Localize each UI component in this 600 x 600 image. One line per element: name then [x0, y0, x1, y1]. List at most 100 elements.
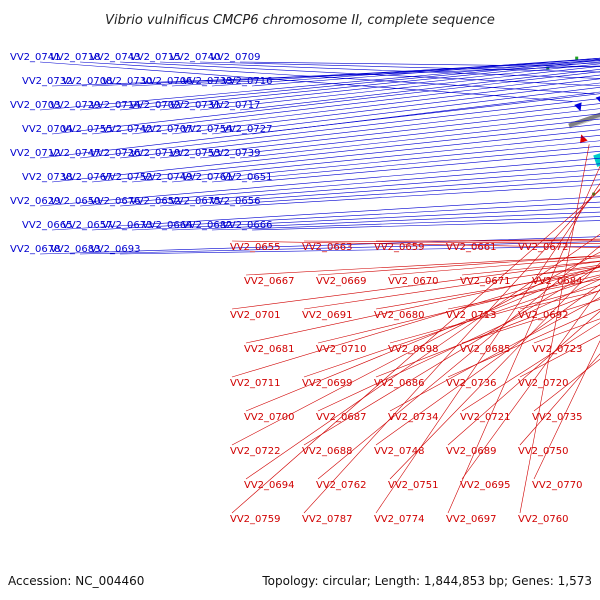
label-leader-line [533, 340, 600, 480]
forward-gene-label: VV2_0673 [102, 220, 153, 231]
label-leader-line [245, 265, 600, 412]
reverse-gene-label: VV2_0688 [302, 446, 353, 457]
label-leader-line [389, 285, 600, 344]
reverse-gene-label: VV2_0669 [316, 276, 367, 287]
reverse-gene-label: VV2_0734 [388, 412, 439, 423]
label-leader-line [119, 103, 600, 159]
forward-gene-label: VV2_0666 [222, 220, 273, 231]
reverse-gene-label: VV2_0694 [244, 480, 295, 491]
label-leader-line [251, 57, 600, 87]
label-leader-line [171, 140, 600, 183]
forward-gene-label: VV2_0729 [50, 100, 101, 111]
label-leader-line [245, 233, 600, 480]
label-leader-line [245, 255, 600, 276]
label-leader-line [159, 63, 600, 111]
forward-gene-label: VV2_0678 [10, 244, 61, 255]
label-leader-line [389, 257, 600, 276]
reverse-gene-label: VV2_0695 [460, 480, 511, 491]
reverse-gene-label: VV2_0686 [374, 378, 425, 389]
label-leader-line [159, 108, 600, 159]
forward-gene-label: VV2_0675 [170, 196, 221, 207]
label-leader-line [375, 284, 600, 446]
label-leader-line [317, 279, 600, 412]
reverse-gene-label: VV2_0721 [460, 412, 511, 423]
reverse-gene-label: VV2_0672 [518, 242, 569, 253]
reverse-gene-label: VV2_0748 [374, 446, 425, 457]
reverse-gene-label: VV2_0700 [244, 412, 295, 423]
reverse-gene-label: VV2_0750 [518, 446, 569, 457]
label-leader-line [317, 245, 600, 480]
forward-gene-label: VV2_0708 [62, 76, 113, 87]
forward-gene-label: VV2_0717 [210, 100, 261, 111]
forward-gene-label: VV2_0730 [102, 76, 153, 87]
forward-gene-label: VV2_0704 [22, 124, 73, 135]
forward-gene-label: VV2_0755 [62, 124, 113, 135]
label-leader-line [389, 262, 600, 480]
reverse-gene-arrow [580, 134, 588, 144]
outer-tick-mark [575, 56, 579, 60]
reverse-gene-label: VV2_0760 [518, 514, 569, 525]
forward-gene-label: VV2_0703 [10, 100, 61, 111]
reverse-gene-label: VV2_0685 [460, 344, 511, 355]
reverse-gene-label: VV2_0710 [316, 344, 367, 355]
forward-gene-label: VV2_0650 [50, 196, 101, 207]
label-leader-line [171, 211, 600, 231]
label-leader-line [303, 265, 600, 446]
reverse-gene-label: VV2_0711 [230, 378, 281, 389]
reverse-gene-label: VV2_0663 [302, 242, 353, 253]
label-layer: VV2_0741VV2_0718VV2_0743VV2_0715VV2_0740… [10, 52, 600, 525]
label-leader-line [79, 60, 600, 111]
reverse-gene-label: VV2_0723 [532, 344, 583, 355]
forward-gene-label: VV2_0664 [142, 220, 193, 231]
forward-gene-label: VV2_0732 [22, 76, 73, 87]
forward-gene-label: VV2_0683 [50, 244, 101, 255]
label-leader-line [131, 206, 600, 231]
reverse-gene-label: VV2_0762 [316, 480, 367, 491]
label-leader-line [79, 98, 600, 159]
label-leader-line [199, 179, 600, 207]
forward-gene-label: VV2_0752 [102, 172, 153, 183]
forward-gene-label: VV2_0629 [10, 196, 61, 207]
label-leader-line [231, 189, 600, 514]
label-leader-line [303, 188, 600, 514]
label-leader-line [317, 255, 600, 276]
forward-gene-label: VV2_0743 [90, 52, 141, 63]
forward-gene-label: VV2_0739 [210, 148, 261, 159]
forward-gene-label: VV2_0731 [170, 100, 221, 111]
label-leader-line [245, 267, 600, 344]
label-leader-line [171, 82, 600, 135]
reverse-gene-label: VV2_0661 [446, 242, 497, 253]
label-leader-line [39, 59, 600, 111]
label-leader-line [131, 134, 600, 183]
label-leader-line [211, 87, 600, 135]
forward-gene-label: VV2_0656 [210, 196, 261, 207]
label-leader-line [389, 297, 600, 412]
label-leader-line [375, 183, 600, 514]
label-leader-line [39, 93, 600, 159]
category-block [593, 152, 600, 167]
forward-gene-label: VV2_0738 [22, 172, 73, 183]
label-leader-line [211, 57, 600, 87]
reverse-gene-label: VV2_0681 [244, 344, 295, 355]
reverse-gene-label: VV2_0736 [446, 378, 497, 389]
forward-gene-label: VV2_0676 [90, 196, 141, 207]
reverse-gene-label: VV2_0787 [302, 514, 353, 525]
reverse-gene-label: VV2_0699 [302, 378, 353, 389]
label-leader-line [51, 196, 600, 231]
label-leader-line [159, 174, 600, 207]
label-leader-line [39, 236, 600, 255]
reverse-gene-label: VV2_0692 [518, 310, 569, 321]
label-leader-line [39, 157, 600, 207]
forward-gene-label: VV2_0747 [50, 148, 101, 159]
forward-gene-label: VV2_0709 [210, 52, 261, 63]
label-leader-line [91, 74, 600, 135]
label-leader-line [519, 144, 590, 514]
label-leader-line [375, 270, 600, 310]
forward-gene-label: VV2_0741 [10, 52, 61, 63]
reverse-gene-label: VV2_0735 [532, 412, 583, 423]
forward-gene-label: VV2_0657 [62, 220, 113, 231]
label-leader-line [131, 78, 600, 135]
forward-gene-label: VV2_0706 [142, 76, 193, 87]
